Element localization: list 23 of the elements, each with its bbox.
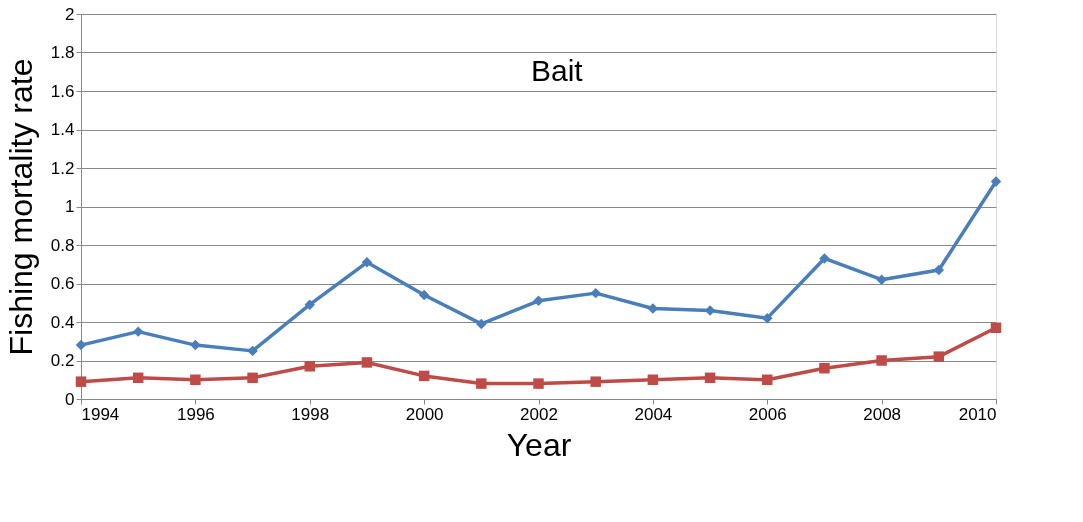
y-axis-title: Fishing mortality rate: [2, 58, 39, 356]
x-tick-label: 1994: [81, 404, 120, 424]
y-tick-label: 1.6: [50, 81, 75, 101]
annotation: Bait: [530, 53, 584, 87]
y-tick-label: 0.2: [50, 351, 75, 370]
x-tick-label: 2000: [405, 404, 444, 424]
y-tick-label: 0.8: [50, 235, 75, 255]
y-tick-label: 1.4: [50, 120, 75, 139]
y-tick-label: 0.6: [50, 274, 75, 293]
x-tick-label: 2002: [520, 404, 558, 424]
x-axis-title: Year: [506, 426, 572, 463]
x-tick-label: 1996: [176, 404, 215, 424]
y-tick-label: 2: [65, 4, 75, 24]
y-tick-label: 0: [65, 389, 75, 409]
y-tick-label: 1.8: [50, 43, 75, 62]
x-tick-label: 1998: [291, 404, 330, 424]
x-tick-label: 2006: [748, 404, 787, 424]
y-tick-label: 1.2: [50, 158, 75, 178]
x-tick-label: 2008: [863, 404, 902, 424]
x-tick-label: 2010: [958, 404, 997, 424]
y-tick-label: 1: [65, 197, 75, 216]
x-tick-label: 2004: [634, 404, 673, 424]
y-tick-label: 0.4: [50, 312, 75, 332]
